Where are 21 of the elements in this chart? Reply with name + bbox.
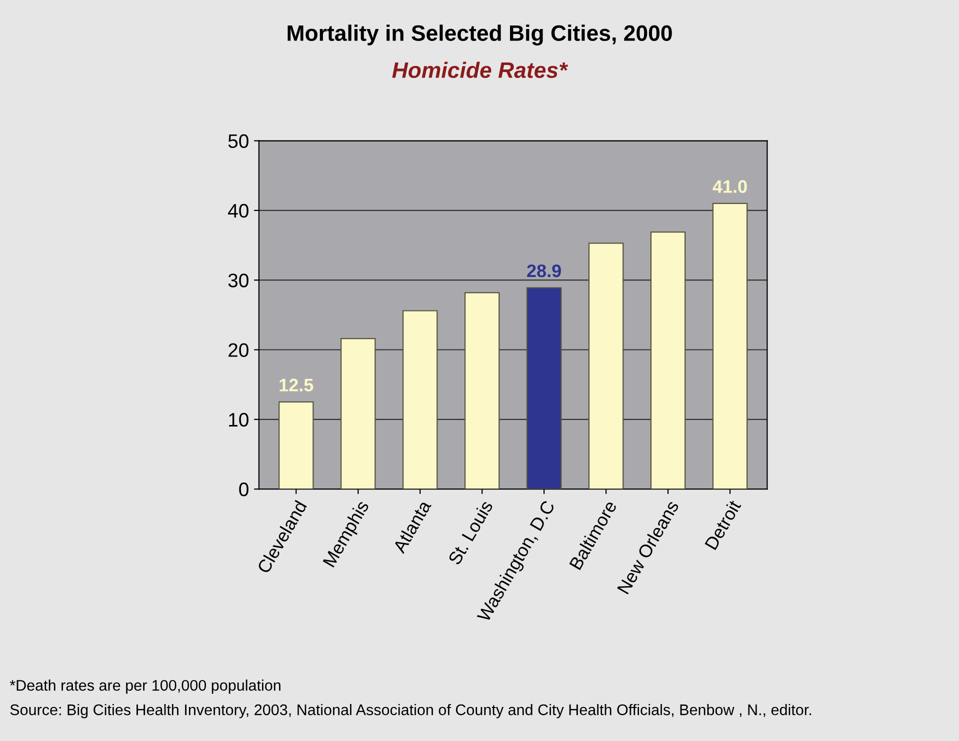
bar: [526, 287, 562, 490]
chart-subtitle: Homicide Rates*: [392, 62, 568, 78]
bar: [402, 310, 438, 490]
bar: [588, 242, 624, 490]
data-label: 41.0: [712, 180, 747, 193]
data-label: 28.9: [527, 264, 561, 278]
source-note: Source: Big Cities Health Inventory, 2003, National Association of County and City Health Officials, Benbow , N., editor.: [10, 704, 811, 718]
chart-title: Mortality in Selected Big Cities, 2000: [288, 24, 672, 46]
data-label: 12.5: [280, 378, 314, 392]
y-tick-label: 40: [228, 204, 248, 218]
bar: [650, 231, 686, 490]
bar: [712, 202, 748, 490]
bar: [340, 338, 376, 490]
bar: [464, 292, 500, 490]
y-tick-label: 50: [228, 134, 248, 148]
y-tick-label: 30: [228, 274, 248, 288]
y-tick-label: 20: [228, 343, 248, 357]
y-tick-label: 10: [229, 412, 248, 427]
y-tick-label: 0: [239, 482, 248, 496]
bar: [278, 401, 314, 490]
text: *Death rates are per 100,000 population: [10, 680, 280, 694]
